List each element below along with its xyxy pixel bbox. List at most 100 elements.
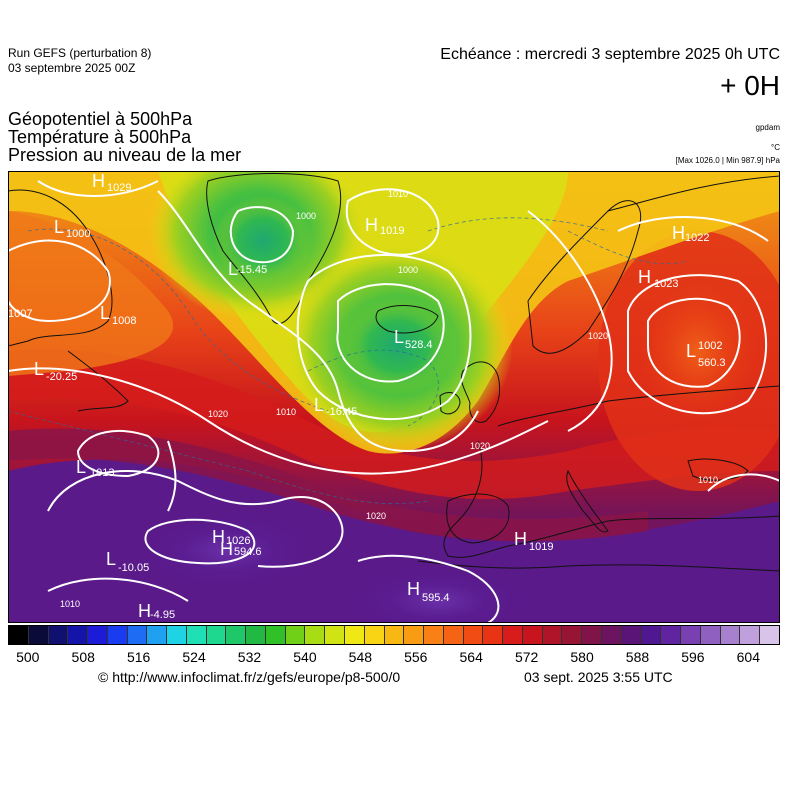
unit-celsius: °C bbox=[771, 143, 780, 152]
color-scale-tick: 588 bbox=[625, 649, 650, 665]
svg-text:H: H bbox=[365, 215, 378, 235]
svg-text:560.3: 560.3 bbox=[698, 357, 726, 369]
color-scale-tick: 604 bbox=[736, 649, 761, 665]
color-swatch bbox=[127, 626, 148, 644]
color-scale-tick: 596 bbox=[681, 649, 705, 665]
color-swatch bbox=[107, 626, 128, 644]
color-scale-tick: 540 bbox=[293, 649, 317, 665]
color-swatch bbox=[681, 626, 701, 644]
svg-text:L: L bbox=[686, 341, 696, 361]
color-swatch bbox=[9, 626, 29, 644]
unit-gpdam: gpdam bbox=[755, 123, 780, 132]
param-geopotential: Géopotentiel à 500hPa bbox=[8, 109, 193, 129]
isobar-label: 1000 bbox=[296, 211, 316, 221]
svg-text:1000: 1000 bbox=[66, 228, 90, 240]
color-swatch bbox=[167, 626, 187, 644]
color-swatch bbox=[88, 626, 108, 644]
svg-text:-4.95: -4.95 bbox=[150, 609, 175, 621]
color-swatch bbox=[325, 626, 346, 644]
color-swatch bbox=[48, 626, 69, 644]
temperature-center: L -20.25 bbox=[34, 359, 77, 383]
color-swatch bbox=[443, 626, 464, 644]
svg-text:1002: 1002 bbox=[698, 340, 722, 352]
color-scale-tick: 556 bbox=[404, 649, 428, 665]
weather-map: 1010 1000 1000 1020 1010 1020 1020 1010 … bbox=[8, 171, 780, 623]
isobar-label: 1010 bbox=[388, 189, 408, 199]
svg-text:H: H bbox=[672, 223, 685, 243]
color-scale-tick: 548 bbox=[348, 649, 373, 665]
color-swatch bbox=[641, 626, 662, 644]
svg-text:H: H bbox=[407, 579, 420, 599]
color-swatch bbox=[483, 626, 504, 644]
pressure-center: H 1019 bbox=[365, 215, 404, 237]
temperature-center: L -10.05 bbox=[106, 549, 149, 574]
svg-text:L: L bbox=[394, 327, 404, 347]
isobar-label: 1020 bbox=[588, 331, 608, 341]
forecast-offset: + 0H bbox=[720, 70, 780, 101]
color-swatch bbox=[720, 626, 741, 644]
svg-text:H: H bbox=[92, 171, 105, 191]
temperature-center: H -4.95 bbox=[138, 601, 175, 621]
color-swatch bbox=[700, 626, 721, 644]
param-temperature: Température à 500hPa bbox=[8, 127, 192, 147]
svg-text:-10.05: -10.05 bbox=[118, 562, 149, 574]
color-swatch bbox=[522, 626, 543, 644]
color-swatch bbox=[582, 626, 602, 644]
pressure-center: H 1022 bbox=[672, 223, 709, 244]
svg-text:1022: 1022 bbox=[685, 232, 709, 244]
svg-text:H: H bbox=[638, 267, 651, 287]
color-scale-tick: 516 bbox=[126, 649, 151, 665]
isobar-label: 1020 bbox=[470, 441, 490, 451]
color-scale-tick: 524 bbox=[182, 649, 206, 665]
color-scale-tick: 500 bbox=[16, 649, 40, 665]
pressure-center: H 1029 bbox=[92, 171, 131, 194]
svg-text:L: L bbox=[314, 395, 324, 415]
svg-text:1008: 1008 bbox=[112, 315, 136, 327]
param-pressure: Pression au niveau de la mer bbox=[8, 145, 242, 165]
color-swatch bbox=[404, 626, 425, 644]
svg-text:H: H bbox=[514, 529, 527, 549]
color-swatch bbox=[740, 626, 761, 644]
svg-text:-20.25: -20.25 bbox=[46, 371, 77, 383]
color-swatch bbox=[364, 626, 385, 644]
geopotential-center: H 595.4 bbox=[407, 579, 450, 604]
isobar-label: 1020 bbox=[366, 511, 386, 521]
color-swatch bbox=[147, 626, 168, 644]
temperature-center: L -16.45 bbox=[314, 395, 357, 418]
color-scale-tick: 572 bbox=[514, 649, 539, 665]
svg-text:L: L bbox=[76, 457, 86, 477]
svg-text:L: L bbox=[106, 549, 116, 569]
svg-text:1023: 1023 bbox=[654, 278, 678, 290]
color-swatch bbox=[661, 626, 682, 644]
svg-text:528.4: 528.4 bbox=[405, 339, 433, 351]
color-scale-tick: 508 bbox=[71, 649, 95, 665]
isobar-label: 1010 bbox=[698, 475, 718, 485]
geopotential-center: L 528.4 bbox=[394, 327, 433, 351]
color-scale-bar bbox=[8, 625, 780, 645]
run-title: Run GEFS (perturbation 8) bbox=[8, 46, 152, 60]
color-swatch bbox=[206, 626, 227, 644]
color-swatch bbox=[28, 626, 49, 644]
svg-text:L: L bbox=[228, 259, 238, 279]
color-swatch bbox=[246, 626, 266, 644]
color-swatch bbox=[463, 626, 484, 644]
svg-text:1026: 1026 bbox=[226, 535, 250, 547]
copyright-text: © http://www.infoclimat.fr/z/gefs/europe… bbox=[98, 669, 401, 685]
pressure-center: 1007 bbox=[8, 308, 32, 320]
color-swatch bbox=[503, 626, 523, 644]
color-swatch bbox=[265, 626, 286, 644]
svg-text:L: L bbox=[54, 217, 64, 237]
color-swatch bbox=[542, 626, 563, 644]
svg-text:H: H bbox=[138, 601, 151, 621]
color-swatch bbox=[621, 626, 642, 644]
color-swatch bbox=[384, 626, 405, 644]
color-swatch bbox=[68, 626, 89, 644]
isobar-label: 1010 bbox=[60, 599, 80, 609]
color-swatch bbox=[305, 626, 326, 644]
color-swatch bbox=[226, 626, 247, 644]
color-swatch bbox=[424, 626, 444, 644]
color-swatch bbox=[285, 626, 306, 644]
svg-text:595.4: 595.4 bbox=[422, 592, 450, 604]
color-swatch bbox=[760, 626, 779, 644]
pressure-center: H 1023 bbox=[638, 267, 678, 290]
